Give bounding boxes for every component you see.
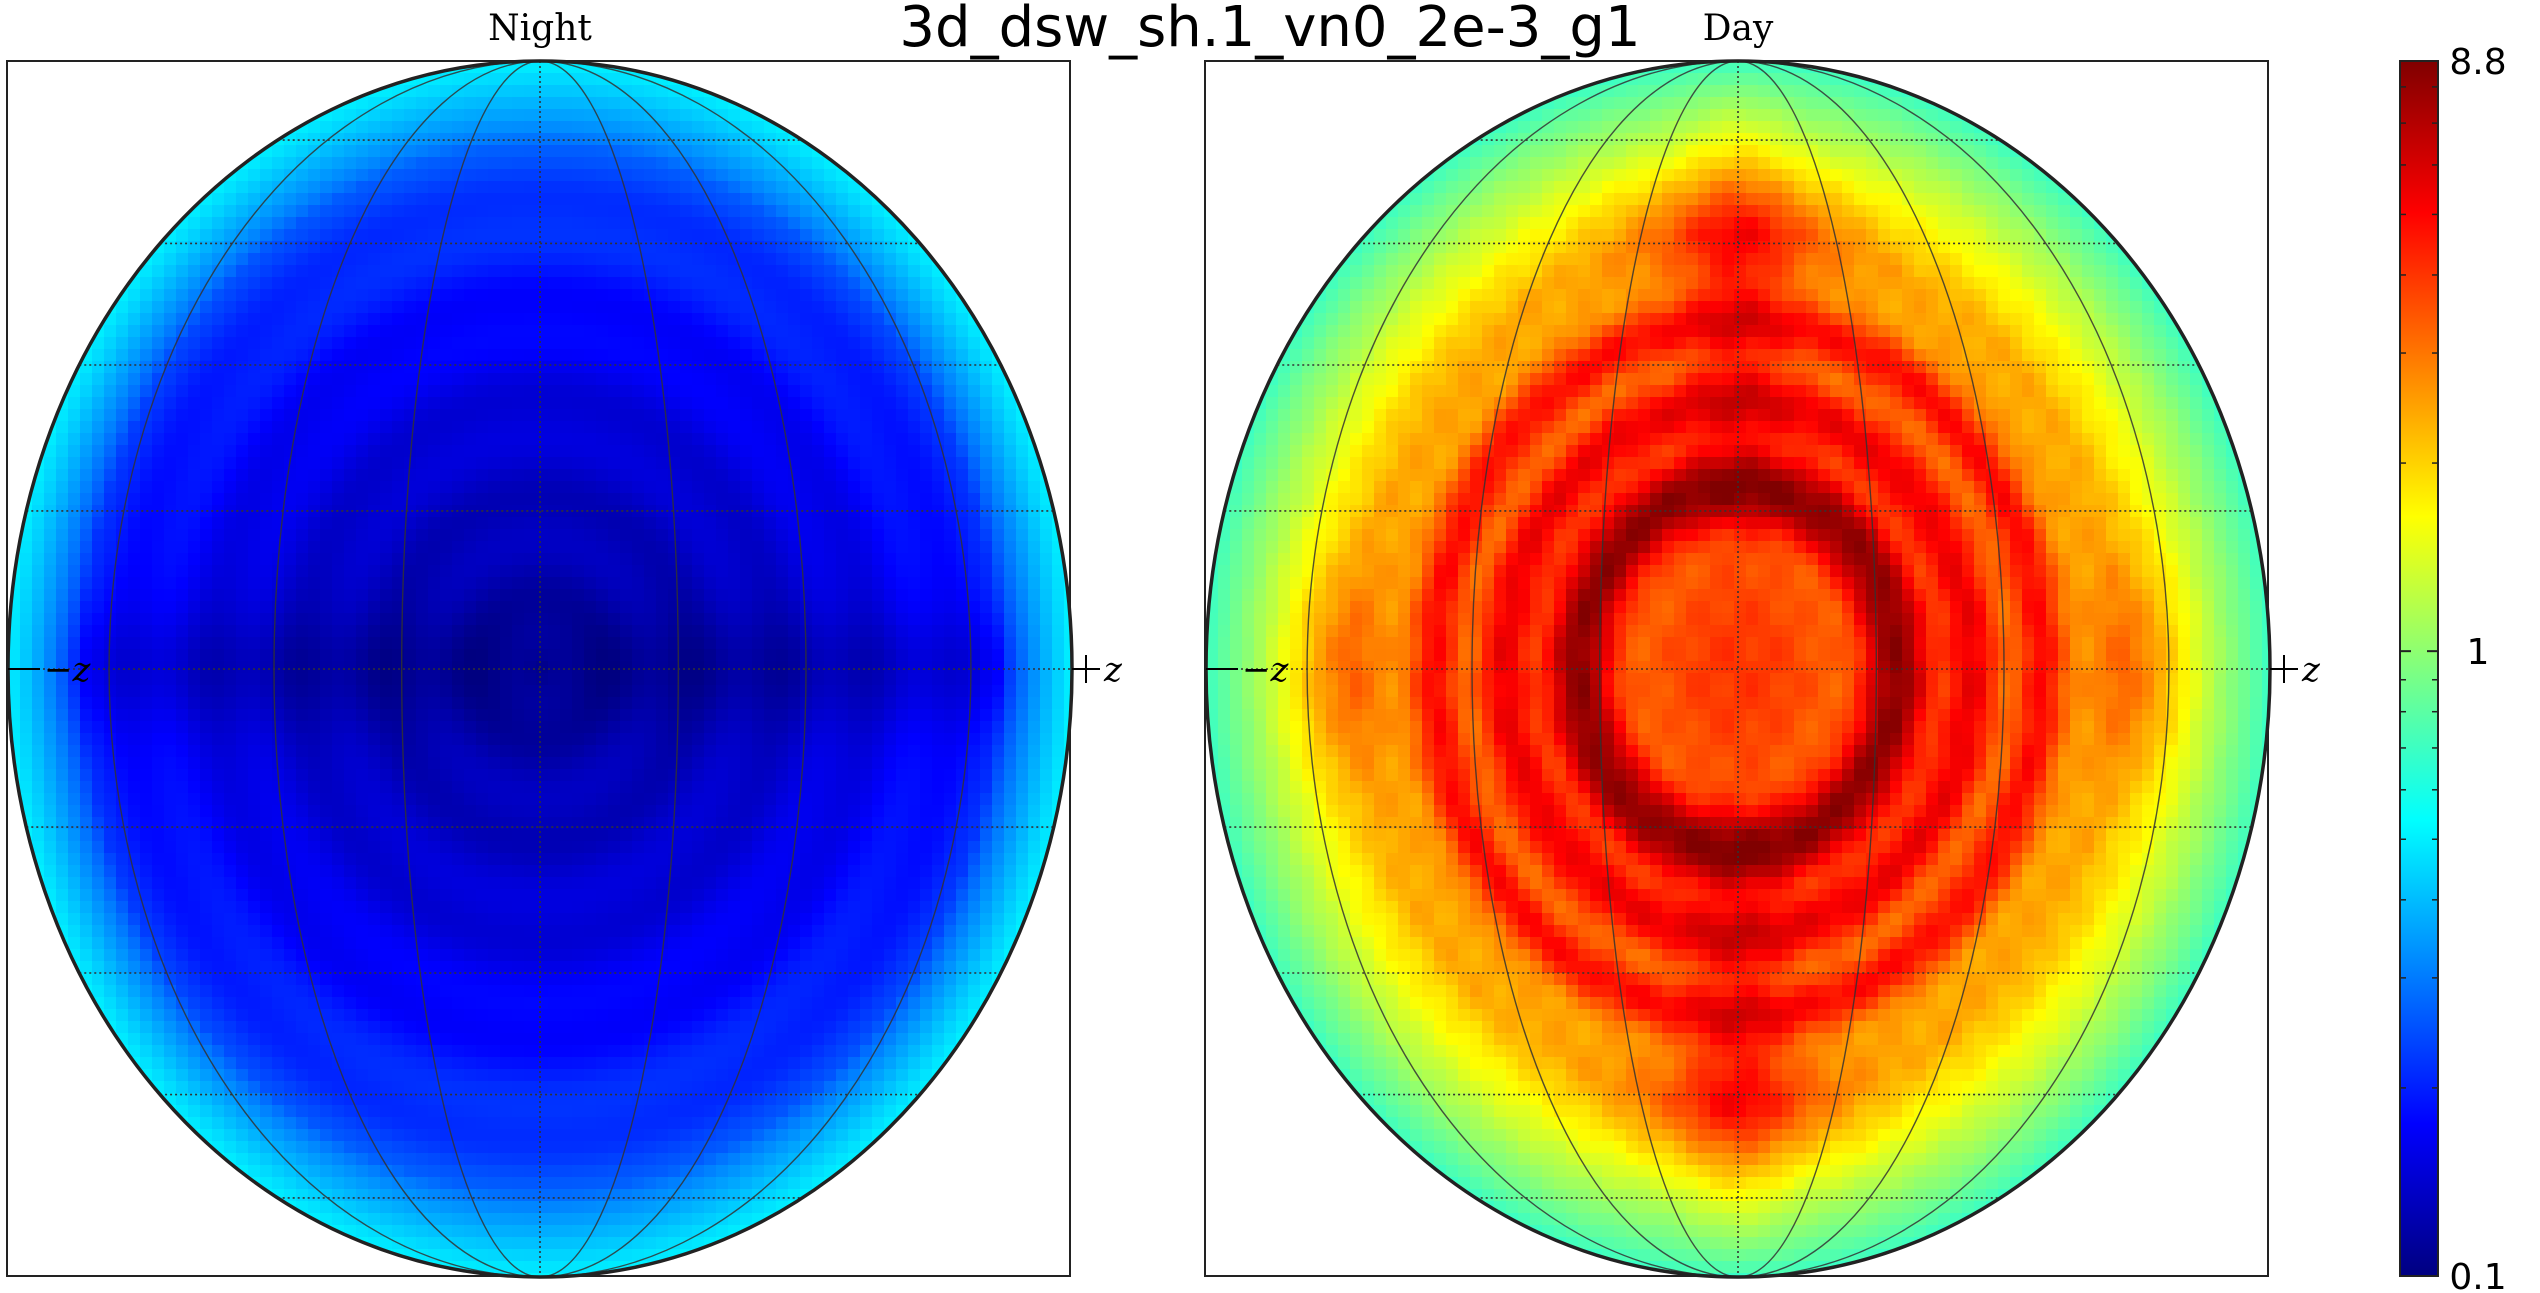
colorbar-tick-label: 8.8 [2449, 42, 2506, 83]
day-plus-z-label: z [2301, 650, 2321, 690]
night-minus-z-label: −z [44, 650, 91, 690]
grid-meridian [273, 61, 807, 1277]
grid-meridian [1471, 61, 2005, 1277]
day-graticule [1206, 61, 2270, 1277]
colorbar-tick-label: 0.1 [2449, 1257, 2506, 1293]
chart-title: 3d_dsw_sh.1_vn0_2e-3_g1 [899, 0, 1640, 60]
grid-meridian [1598, 61, 1878, 1277]
night-graticule [8, 61, 1072, 1277]
grid-meridian [400, 61, 680, 1277]
night-panel: Night −z z [6, 8, 1123, 1279]
day-panel: Day −z z [1204, 8, 2321, 1279]
colorbar-tick-label: 1 [2467, 632, 2490, 673]
day-panel-title: Day [1703, 8, 1774, 49]
night-panel-title: Night [488, 8, 592, 49]
night-heatmap [8, 61, 1072, 1277]
colorbar-ticks: 8.8 1 0.1 [2400, 42, 2507, 1293]
day-minus-z-label: −z [1242, 650, 1289, 690]
grid-meridian [1306, 61, 2170, 1277]
night-plus-z-label: z [1103, 650, 1123, 690]
colorbar-gradient [2399, 60, 2439, 1277]
colorbar: 8.8 1 0.1 [2399, 42, 2507, 1293]
grid-meridian [108, 61, 972, 1277]
